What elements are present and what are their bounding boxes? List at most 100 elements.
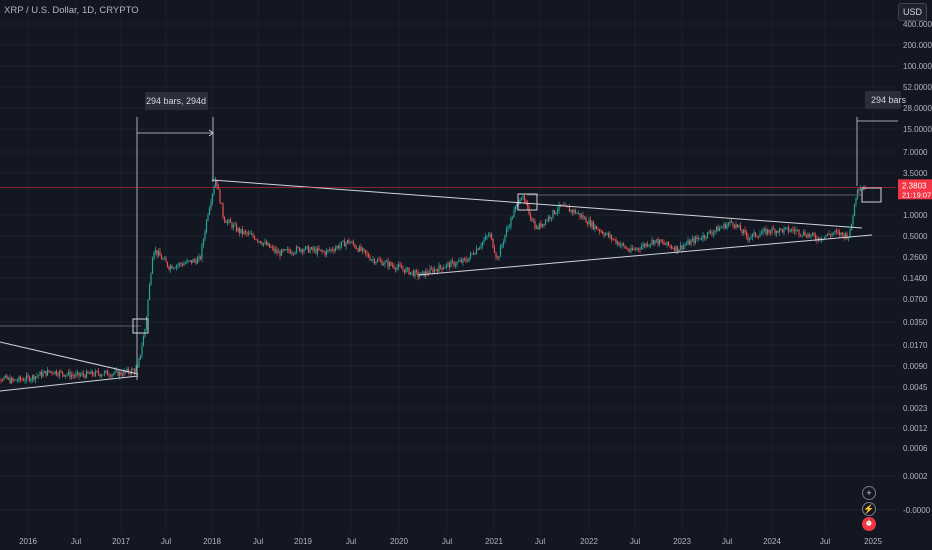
candle-body (729, 221, 731, 224)
alert-icon[interactable]: ⏰ (862, 517, 876, 531)
candle-body (513, 210, 515, 218)
candle-body (148, 284, 151, 301)
currency-button[interactable]: USD (898, 3, 927, 21)
candle-body (790, 229, 793, 232)
candle-body (736, 224, 739, 227)
candle-body (792, 229, 794, 231)
candle-body (843, 234, 845, 238)
candle-body (403, 269, 406, 273)
candle-body (246, 232, 248, 234)
candle-body (489, 233, 491, 236)
candle-body (543, 223, 545, 225)
candle-body (384, 261, 386, 265)
candle-body (235, 224, 238, 232)
candle-body (132, 369, 134, 370)
y-tick-label: 0.0023 (903, 404, 928, 413)
candle-body (330, 249, 332, 251)
candle-body (48, 370, 50, 372)
candle-body (616, 242, 619, 244)
candle-body (142, 336, 145, 347)
candle-body (225, 221, 227, 224)
candle-body (103, 371, 106, 375)
candle-body (544, 220, 547, 225)
candle-body (702, 235, 704, 239)
candle-body (415, 270, 418, 272)
measure-arrow (208, 129, 214, 137)
y-tick-label: 28.0000 (903, 104, 932, 113)
candle-body (66, 374, 68, 376)
candle-body (498, 256, 500, 258)
candle-body (58, 371, 61, 376)
candle-body (256, 239, 259, 242)
candle-body (712, 232, 715, 235)
candle-body (214, 179, 217, 188)
candle-body (157, 251, 160, 256)
candle-body (490, 233, 493, 239)
candle-body (849, 229, 851, 238)
candle-body (138, 358, 140, 367)
candle-body (348, 240, 350, 243)
candle-body (640, 246, 643, 250)
candle-body (777, 231, 779, 233)
candle-body (570, 209, 572, 212)
candle-body (394, 268, 397, 270)
candle-body (658, 239, 661, 245)
candle-body (93, 374, 95, 376)
candle-body (312, 247, 314, 251)
candle-body (819, 237, 821, 241)
candle-body (579, 213, 581, 217)
candle-body (447, 263, 449, 265)
candle-body (315, 248, 317, 254)
candle-body (15, 379, 17, 381)
candle-body (687, 240, 689, 245)
candle-body (193, 259, 196, 261)
candle-body (196, 258, 199, 264)
candle-body (745, 231, 748, 237)
candle-body (604, 234, 607, 236)
candle-body (838, 231, 841, 236)
candle-body (63, 374, 65, 377)
candle-body (741, 230, 743, 234)
candle-body (676, 246, 679, 252)
candle-body (625, 248, 628, 249)
candle-body (523, 195, 526, 201)
candle-body (628, 250, 631, 252)
candle-body (696, 237, 698, 239)
candle-body (766, 229, 769, 235)
candle-body (588, 219, 590, 225)
candle-body (36, 375, 38, 377)
candle-body (432, 269, 434, 273)
candle-body (532, 221, 535, 223)
candle-body (133, 369, 136, 373)
candle-body (316, 248, 319, 254)
candle-body (22, 379, 25, 381)
candle-body (192, 259, 194, 263)
add-icon[interactable]: + (862, 486, 876, 500)
lightning-icon[interactable]: ⚡ (862, 502, 876, 516)
candle-body (847, 237, 850, 239)
candle-body (483, 239, 485, 243)
candle-body (64, 375, 67, 377)
candle-body (60, 371, 62, 372)
candle-body (436, 269, 439, 272)
candle-body (169, 265, 172, 270)
candle-body (102, 374, 104, 376)
candle-body (69, 371, 71, 378)
candle-body (346, 240, 349, 243)
candle-body (678, 249, 680, 252)
candle-body (153, 252, 155, 259)
candle-body (331, 249, 334, 251)
candle-body (733, 225, 736, 228)
candle-body (493, 247, 496, 253)
candle-body (747, 236, 749, 240)
candle-body (187, 260, 190, 262)
candle-body (250, 233, 253, 235)
candle-body (301, 249, 304, 252)
y-tick-label: 0.0090 (903, 362, 928, 371)
candle-body (487, 235, 490, 237)
candle-body (648, 245, 650, 247)
candle-body (352, 241, 355, 245)
candle-body (727, 223, 730, 225)
candle-body (118, 371, 121, 377)
